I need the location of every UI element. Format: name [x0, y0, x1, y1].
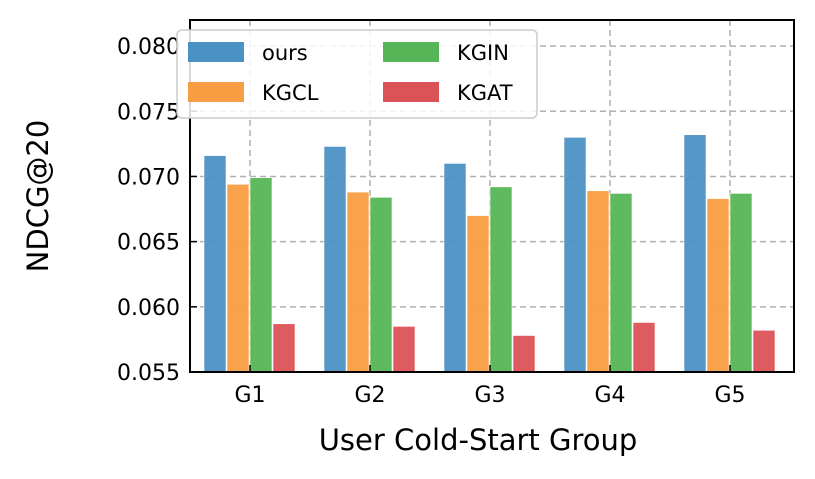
x-axis-title: User Cold-Start Group [319, 423, 638, 457]
y-tick-label: 0.055 [117, 361, 180, 386]
bar-kgin-g1 [249, 177, 273, 373]
legend-swatch-kgcl [188, 82, 244, 102]
legend-label-kgat: KGAT [457, 81, 513, 105]
bar-kgat-g5 [752, 329, 776, 373]
legend-label-kgcl: KGCL [262, 81, 319, 105]
legend-swatch-kgin [383, 42, 439, 62]
plot-frame [189, 19, 795, 373]
y-tick-label: 0.070 [117, 165, 180, 190]
bar-ours-g2 [323, 146, 347, 373]
bar-ours-g3 [443, 163, 467, 373]
x-tick-label: G3 [474, 383, 505, 408]
y-tick-label: 0.080 [117, 35, 180, 60]
y-tick-label: 0.060 [117, 296, 180, 321]
legend-label-ours: ours [262, 41, 308, 65]
legend-swatch-kgat [383, 82, 439, 102]
bar-kgat-g1 [272, 323, 296, 373]
bar-ours-g4 [563, 137, 587, 373]
bar-kgin-g4 [609, 193, 633, 373]
bar-kgcl-g3 [466, 215, 490, 373]
x-tick-label: G5 [714, 383, 745, 408]
bar-kgcl-g5 [706, 198, 730, 373]
bar-kgin-g2 [369, 197, 393, 373]
y-tick-label: 0.065 [117, 231, 180, 256]
x-tick-label: G1 [234, 383, 265, 408]
bar-kgat-g4 [632, 322, 656, 373]
y-tick-label: 0.075 [117, 100, 180, 125]
bar-kgat-g3 [512, 335, 536, 373]
y-axis-title: NDCG@20 [21, 120, 55, 273]
legend-swatch-ours [188, 42, 244, 62]
bar-ours-g5 [683, 134, 707, 373]
bar-kgcl-g4 [586, 190, 610, 373]
bar-kgat-g2 [392, 326, 416, 373]
bar-kgcl-g1 [226, 183, 250, 373]
x-tick-label: G2 [354, 383, 385, 408]
legend: ours KGCL KGIN KGAT [176, 29, 538, 119]
x-tick-label: G4 [594, 383, 625, 408]
bar-layer [203, 134, 776, 373]
legend-box [176, 29, 538, 119]
tick-layer: 0.055 0.060 0.065 0.070 0.075 0.080 G1 G2 G3 G4 G5 [117, 35, 746, 408]
bar-kgin-g3 [489, 186, 513, 373]
bar-kgcl-g2 [346, 191, 370, 373]
bar-kgin-g5 [729, 193, 753, 373]
bar-ours-g1 [203, 155, 227, 373]
legend-label-kgin: KGIN [457, 41, 509, 65]
